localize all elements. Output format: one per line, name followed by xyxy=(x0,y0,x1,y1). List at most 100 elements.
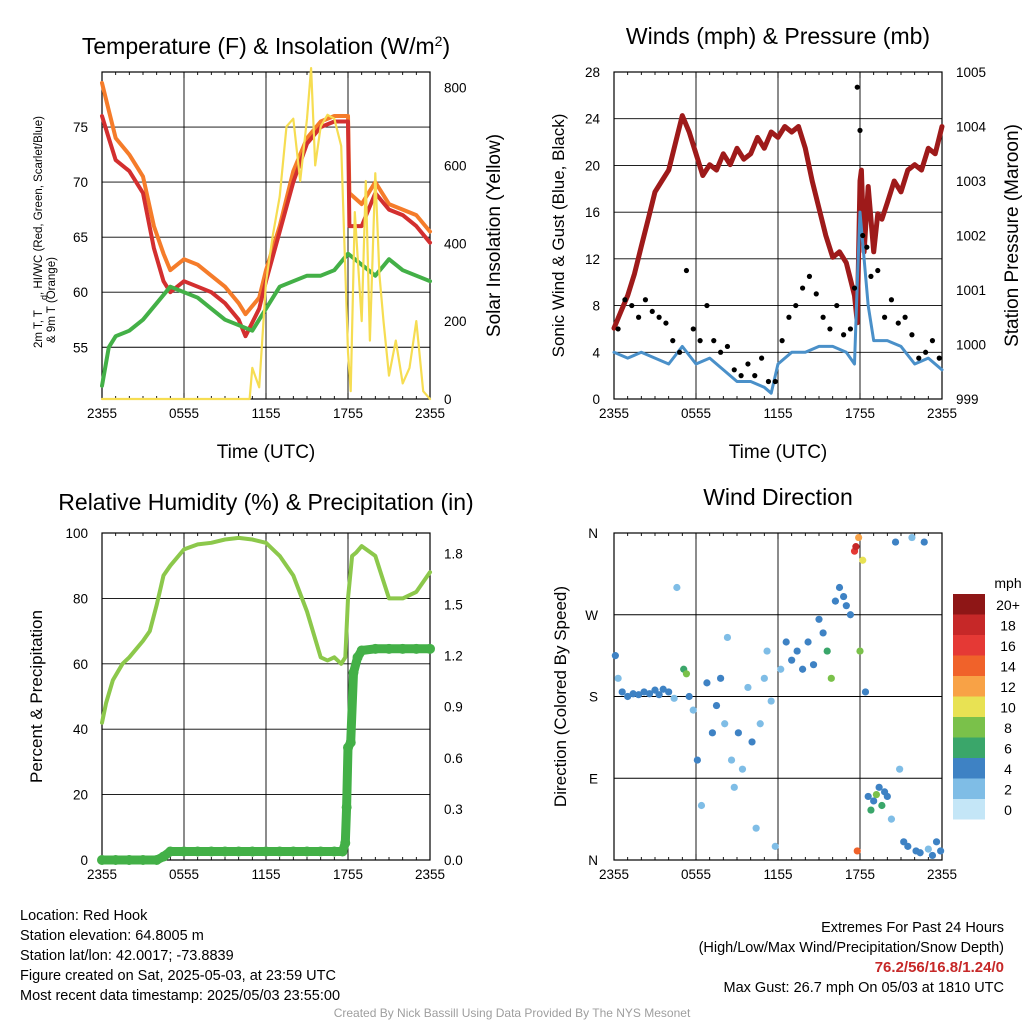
direction-point xyxy=(872,791,881,799)
gust-point xyxy=(779,338,785,344)
gust-point xyxy=(813,291,819,297)
speed-legend: mph 20+ 18 16 14 12 10 8 6 4 2 0 xyxy=(953,575,1022,820)
gust-point xyxy=(800,285,806,291)
direction-point xyxy=(629,690,637,698)
gust-point xyxy=(793,302,799,309)
y-tick-label: 60 xyxy=(73,285,88,300)
direction-point xyxy=(777,665,785,673)
direction-point xyxy=(782,638,790,646)
chart-panel-2: 2355 0555 1155 1755 235504812162024289991000… xyxy=(549,23,1023,463)
gust-point xyxy=(765,378,772,385)
direction-point xyxy=(685,692,693,701)
precip-point xyxy=(370,643,381,654)
precip-point xyxy=(411,643,422,654)
y-axis-label: 2m T, T xyxy=(33,310,45,348)
legend-swatch xyxy=(953,696,985,717)
x-tick-label: 2355 xyxy=(927,867,957,882)
gust-point xyxy=(786,314,792,320)
direction-point xyxy=(721,720,729,728)
precip-point xyxy=(345,737,356,748)
x-tick-label: 1755 xyxy=(845,867,875,882)
x-tick-label: 0555 xyxy=(681,406,711,421)
chart-title: Temperature (F) & Insolation (W/m2) xyxy=(82,33,450,59)
gust-point xyxy=(656,314,662,320)
precip-point xyxy=(233,846,244,857)
direction-point xyxy=(937,847,945,855)
y2-tick-label: 1001 xyxy=(956,283,986,298)
grid xyxy=(101,532,431,861)
y-tick-label: 20 xyxy=(585,158,600,173)
legend-swatch xyxy=(953,778,985,799)
legend-label: 10 xyxy=(1000,700,1016,716)
direction-point xyxy=(624,692,632,701)
direction-point xyxy=(640,688,648,696)
precip-point xyxy=(340,837,351,848)
direction-point xyxy=(752,824,760,832)
direction-point xyxy=(823,647,831,655)
precip-point xyxy=(337,846,348,857)
y-tick-label: N xyxy=(588,853,598,868)
direction-point xyxy=(861,688,870,696)
x-tick-label: 1155 xyxy=(251,406,280,421)
direction-point xyxy=(853,847,861,855)
precip-point xyxy=(288,846,299,857)
gust-point xyxy=(923,349,929,355)
created-text: Figure created on Sat, 2025-05-03, at 23… xyxy=(20,968,336,984)
direction-point xyxy=(827,674,835,682)
x-tick-label: 2355 xyxy=(927,406,957,421)
legend-label: 2 xyxy=(1004,782,1012,798)
y-axis-label: Percent & Precipitation xyxy=(27,610,46,783)
direction-point xyxy=(896,765,904,773)
direction-point xyxy=(618,688,626,696)
direction-point xyxy=(693,756,701,764)
y-tick-label: E xyxy=(589,771,598,786)
x-tick-label: 1155 xyxy=(251,867,280,882)
legend-label: 0 xyxy=(1004,802,1012,818)
gust-point xyxy=(683,267,690,274)
direction-point xyxy=(717,674,725,682)
gust-point xyxy=(827,326,833,332)
chart-title: Relative Humidity (%) & Precipitation (i… xyxy=(58,489,473,515)
precip-point xyxy=(356,645,367,656)
y2-tick-label: 1000 xyxy=(956,338,986,353)
legend-swatch xyxy=(953,655,985,676)
y-axis-label: Sonic Wind & Gust (Blue, Black) xyxy=(549,114,568,358)
x-tick-label: 0555 xyxy=(169,867,199,882)
gust-point xyxy=(820,314,826,320)
precip-point xyxy=(124,855,135,865)
y2-tick-label: 1005 xyxy=(956,65,986,80)
direction-point xyxy=(734,729,742,737)
gust-point xyxy=(868,273,874,279)
gust-point xyxy=(718,349,724,355)
legend-label: 20+ xyxy=(996,597,1020,613)
x-axis-label: Time (UTC) xyxy=(729,442,828,463)
direction-point xyxy=(788,656,796,664)
y2-tick-label: 0.3 xyxy=(444,802,463,817)
gust-point xyxy=(724,343,731,350)
latlon-text: Station lat/lon: 42.0017; -73.8839 xyxy=(20,948,234,964)
y-tick-label: 0 xyxy=(592,392,600,407)
gust-point xyxy=(690,326,696,332)
direction-point xyxy=(712,701,721,710)
direction-point xyxy=(878,801,886,810)
direction-point xyxy=(689,706,697,714)
y2-tick-label: 1.2 xyxy=(444,649,463,664)
gust-point xyxy=(854,84,860,90)
x-tick-label: 1155 xyxy=(763,867,792,882)
y-tick-label: 65 xyxy=(73,230,88,245)
y-axis-label: d, HI/WC (Red, Green, Scarlet/Blue) xyxy=(33,116,49,300)
legend-label: 12 xyxy=(1000,679,1016,695)
extremes-values: 76.2/56/16.8/1.24/0 xyxy=(874,959,1004,976)
x-tick-label: 1755 xyxy=(333,867,363,882)
legend-swatch xyxy=(953,594,985,615)
y2-tick-label: 1003 xyxy=(956,174,986,189)
x-tick-label: 0555 xyxy=(169,406,199,421)
extremes-info: Extremes For Past 24 Hours (High/Low/Max… xyxy=(699,918,1004,998)
precip-point xyxy=(158,851,169,862)
legend-swatch xyxy=(953,758,985,779)
gust-point xyxy=(738,373,744,379)
elevation-text: Station elevation: 64.8005 m xyxy=(20,928,204,944)
x-tick-label: 1155 xyxy=(763,406,792,421)
direction-point xyxy=(655,691,663,699)
